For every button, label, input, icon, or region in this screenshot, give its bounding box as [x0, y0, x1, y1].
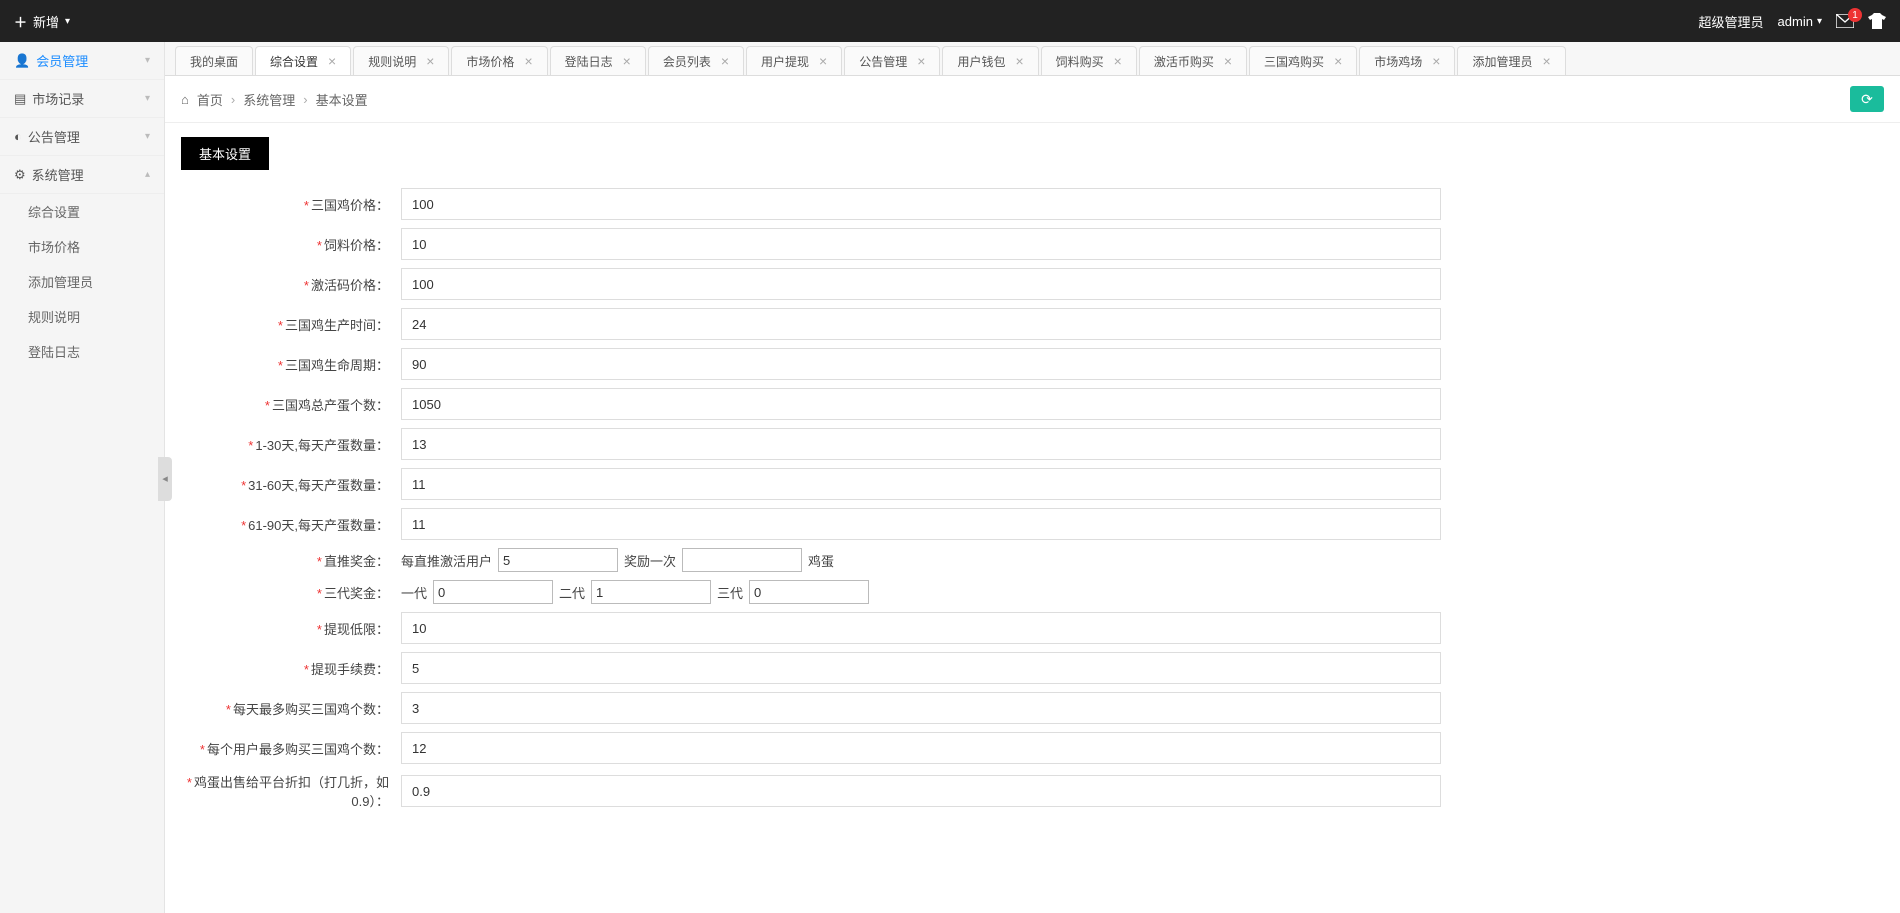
sidebar-sub-addadmin[interactable]: 添加管理员 — [0, 264, 164, 299]
sidebar-sub-price[interactable]: 市场价格 — [0, 229, 164, 264]
input-discount[interactable] — [401, 775, 1441, 807]
sidebar-item-market[interactable]: ▤市场记录 ▾ — [0, 80, 164, 118]
tabs: 我的桌面综合设置×规则说明×市场价格×登陆日志×会员列表×用户提现×公告管理×用… — [165, 42, 1900, 76]
input-life-cycle[interactable] — [401, 348, 1441, 380]
close-icon[interactable]: × — [1224, 54, 1232, 68]
sidebar-item-system[interactable]: ⚙系统管理 ▴ — [0, 156, 164, 194]
input-gen3[interactable] — [749, 580, 869, 604]
input-withdraw-fee[interactable] — [401, 652, 1441, 684]
tab-7[interactable]: 公告管理× — [844, 46, 940, 76]
close-icon[interactable]: × — [1114, 54, 1122, 68]
input-produce-time[interactable] — [401, 308, 1441, 340]
close-icon[interactable]: × — [1432, 54, 1440, 68]
sidebar-sub-settings[interactable]: 综合设置 — [0, 194, 164, 229]
sidebar-sub-log[interactable]: 登陆日志 — [0, 334, 164, 369]
refresh-icon: ⟳ — [1861, 91, 1873, 108]
tab-4[interactable]: 登陆日志× — [550, 46, 646, 76]
plus-icon: ＋ — [14, 12, 27, 31]
section-title: 基本设置 — [181, 137, 269, 170]
role-label: 超级管理员 — [1699, 12, 1764, 31]
chevron-down-icon: ▾ — [145, 93, 150, 104]
topbar: ＋ 新增 ▾ 超级管理员 admin ▾ 1 — [0, 0, 1900, 42]
close-icon[interactable]: × — [1334, 54, 1342, 68]
gear-icon: ⚙ — [14, 167, 26, 183]
chevron-up-icon: ▴ — [145, 169, 150, 180]
input-withdraw-min[interactable] — [401, 612, 1441, 644]
add-new-label: 新增 — [33, 12, 59, 31]
tab-5[interactable]: 会员列表× — [648, 46, 744, 76]
tab-6[interactable]: 用户提现× — [746, 46, 842, 76]
close-icon[interactable]: × — [426, 54, 434, 68]
close-icon[interactable]: × — [819, 54, 827, 68]
close-icon[interactable]: × — [623, 54, 631, 68]
chevron-down-icon: ▾ — [145, 55, 150, 66]
add-new-button[interactable]: ＋ 新增 ▾ — [14, 12, 70, 31]
list-icon: ▤ — [14, 91, 26, 107]
tab-9[interactable]: 饲料购买× — [1041, 46, 1137, 76]
tab-1[interactable]: 综合设置× — [255, 46, 351, 76]
input-code-price[interactable] — [401, 268, 1441, 300]
tab-12[interactable]: 市场鸡场× — [1359, 46, 1455, 76]
sidebar-collapse-handle[interactable]: ◂ — [158, 457, 172, 501]
input-daily-max[interactable] — [401, 692, 1441, 724]
crumb-home[interactable]: 首页 — [197, 90, 223, 109]
close-icon[interactable]: × — [917, 54, 925, 68]
sidebar-sub-rules[interactable]: 规则说明 — [0, 299, 164, 334]
mail-badge: 1 — [1848, 8, 1862, 22]
sidebar-item-announce[interactable]: ◐公告管理 ▾ — [0, 118, 164, 156]
mail-icon[interactable]: 1 — [1836, 14, 1854, 28]
chevron-down-icon: ▾ — [145, 131, 150, 142]
tab-13[interactable]: 添加管理员× — [1457, 46, 1565, 76]
user-label: admin — [1778, 14, 1813, 29]
refresh-button[interactable]: ⟳ — [1850, 86, 1884, 112]
user-icon: 👤 — [14, 53, 30, 69]
tab-10[interactable]: 激活币购买× — [1139, 46, 1247, 76]
breadcrumb: ⌂ 首页 › 系统管理 › 基本设置 — [181, 90, 368, 109]
tab-0[interactable]: 我的桌面 — [175, 46, 253, 76]
chevron-down-icon: ▾ — [1817, 16, 1822, 27]
input-user-max[interactable] — [401, 732, 1441, 764]
sidebar: 👤会员管理 ▾ ▤市场记录 ▾ ◐公告管理 ▾ ⚙系统管理 ▴ 综合设置 市场价… — [0, 42, 165, 913]
close-icon[interactable]: × — [524, 54, 532, 68]
crumb-l2: 基本设置 — [316, 90, 368, 109]
input-eggs-1-30[interactable] — [401, 428, 1441, 460]
user-dropdown[interactable]: admin ▾ — [1778, 14, 1822, 29]
input-total-eggs[interactable] — [401, 388, 1441, 420]
close-icon[interactable]: × — [328, 54, 336, 68]
input-eggs-31-60[interactable] — [401, 468, 1441, 500]
input-direct-reward[interactable] — [682, 548, 802, 572]
close-icon[interactable]: × — [1015, 54, 1023, 68]
tab-11[interactable]: 三国鸡购买× — [1249, 46, 1357, 76]
tab-8[interactable]: 用户钱包× — [942, 46, 1038, 76]
home-icon: ⌂ — [181, 92, 189, 107]
close-icon[interactable]: × — [721, 54, 729, 68]
input-feed-price[interactable] — [401, 228, 1441, 260]
input-gen2[interactable] — [591, 580, 711, 604]
input-price[interactable] — [401, 188, 1441, 220]
chevron-down-icon: ▾ — [65, 16, 70, 27]
close-icon[interactable]: × — [1542, 54, 1550, 68]
input-eggs-61-90[interactable] — [401, 508, 1441, 540]
bullhorn-icon: ◐ — [14, 129, 22, 144]
tab-2[interactable]: 规则说明× — [353, 46, 449, 76]
tshirt-icon[interactable] — [1868, 13, 1886, 29]
crumb-l1[interactable]: 系统管理 — [243, 90, 295, 109]
input-direct-users[interactable] — [498, 548, 618, 572]
sidebar-item-members[interactable]: 👤会员管理 ▾ — [0, 42, 164, 80]
input-gen1[interactable] — [433, 580, 553, 604]
tab-3[interactable]: 市场价格× — [451, 46, 547, 76]
